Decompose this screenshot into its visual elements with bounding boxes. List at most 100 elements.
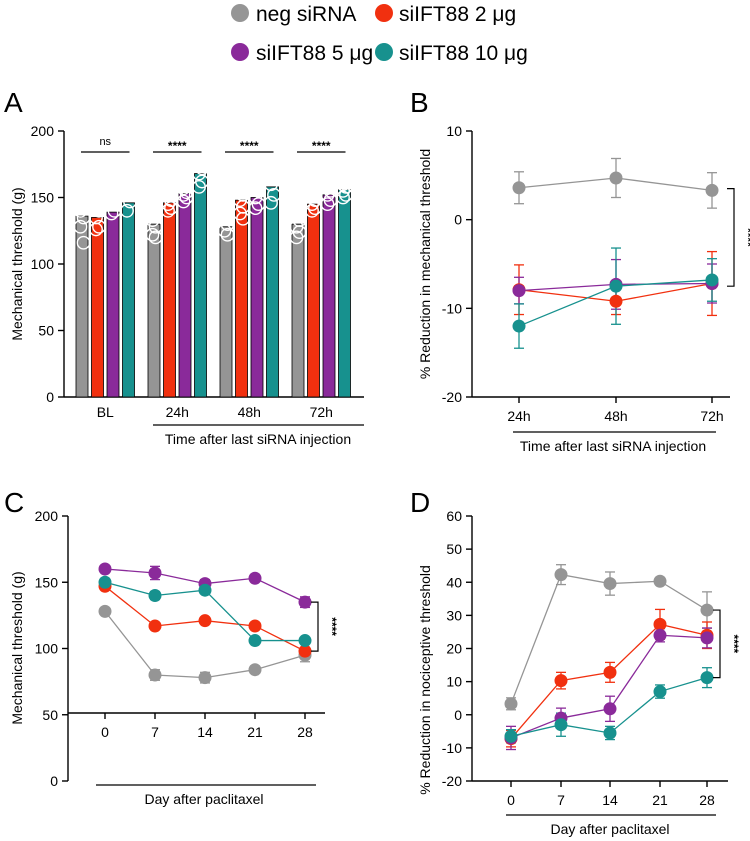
panel-a-bar-s10 xyxy=(194,173,207,398)
panel-c-x-tick-label: 0 xyxy=(101,724,109,740)
panel-d-point-s5 xyxy=(603,702,617,716)
panel-a-point-s10 xyxy=(192,166,206,181)
panel-c-sig-bracket xyxy=(311,601,319,652)
panel-a-xlabel: Time after last siRNA injection xyxy=(165,431,351,447)
panel-a-bar-neg xyxy=(147,223,161,398)
panel-c-xlabel: Day after paclitaxel xyxy=(144,791,263,807)
panel-a-point-s2 xyxy=(161,203,175,218)
panel-c-y-tick-label: 100 xyxy=(35,641,59,657)
panel-c-y-tick-label: 0 xyxy=(50,773,58,789)
panel-c-x-tick-label: 7 xyxy=(151,724,159,740)
panel-a-point-s10 xyxy=(336,190,350,205)
panel-d-point-s2 xyxy=(554,674,568,688)
panel-a-point-neg xyxy=(145,227,160,242)
panel-c-point-s10 xyxy=(248,634,262,648)
panel-a-x-tick-label: 24h xyxy=(166,404,189,420)
panel-d-sig-label: **** xyxy=(727,635,741,654)
panel-a-point-s10 xyxy=(339,187,353,202)
panel-d-x-tick-label: 7 xyxy=(557,792,565,808)
panel-d-point-s10 xyxy=(504,729,518,743)
panel-letter-d: D xyxy=(410,487,430,518)
panel-d-y-tick-label: 20 xyxy=(446,641,462,657)
panel-d-y-tick-label: 50 xyxy=(446,541,462,557)
panel-c-point-s5 xyxy=(248,571,262,585)
panel-a-bar-neg xyxy=(291,223,305,398)
legend-marker-s2 xyxy=(375,4,393,22)
panel-a-point-neg xyxy=(145,213,160,228)
panel-a-bar-s2 xyxy=(235,199,248,398)
panel-letter-a: A xyxy=(4,87,23,118)
panel-a-y-tick-label: 200 xyxy=(31,123,55,139)
panel-d-point-s2 xyxy=(653,617,667,631)
panel-a-point-s5 xyxy=(176,194,191,209)
panel-d-y-tick-label: -20 xyxy=(442,773,462,789)
panel-b-point-s10 xyxy=(512,319,526,333)
panel-d-point-s10 xyxy=(603,726,617,740)
panel-a-y-tick-label: 50 xyxy=(38,323,54,339)
panel-b-y-tick-label: -10 xyxy=(442,300,462,316)
panel-c-point-s10 xyxy=(298,634,312,648)
panel-d-x-tick-label: 28 xyxy=(699,792,715,808)
panel-a-x-tick-label: 72h xyxy=(310,404,333,420)
legend-label-neg: neg siRNA xyxy=(256,3,356,26)
panel-a-point-neg xyxy=(289,183,304,198)
panel-a-bar-s5 xyxy=(178,193,192,398)
panel-c-point-s2 xyxy=(298,644,312,658)
panel-a-point-s5 xyxy=(176,181,191,196)
panel-a-bar-s5 xyxy=(106,211,120,398)
panel-a-point-neg xyxy=(73,219,88,234)
panel-b-x-tick-label: 48h xyxy=(604,408,627,424)
panel-c-y-tick-label: 200 xyxy=(35,508,59,524)
panel-a-point-s2 xyxy=(164,201,178,216)
panel-c-sig-label: **** xyxy=(325,617,339,636)
panel-c-x-tick-label: 28 xyxy=(297,724,313,740)
panel-c-x-tick-label: 21 xyxy=(247,724,263,740)
panel-d-point-s5 xyxy=(653,628,667,642)
panel-a-bar-s10 xyxy=(338,189,351,398)
panel-c-y-tick-label: 150 xyxy=(35,574,59,590)
panel-a-point-s5 xyxy=(104,195,119,210)
panel-c-point-s10 xyxy=(148,589,162,602)
panel-c-x-tick-label: 14 xyxy=(197,724,213,740)
panel-d-point-neg xyxy=(554,568,568,582)
panel-a-point-neg xyxy=(76,235,91,250)
panel-a-point-neg xyxy=(289,230,304,245)
panel-a-point-s2 xyxy=(92,219,106,234)
panel-c-y-tick-label: 50 xyxy=(42,707,58,723)
panel-a-point-s2 xyxy=(305,203,319,218)
panel-a-point-neg xyxy=(217,209,232,224)
panel-a-sig-label: **** xyxy=(240,139,259,153)
panel-a-point-neg xyxy=(220,227,235,242)
panel-a-point-s5 xyxy=(179,190,194,205)
panel-a-point-s2 xyxy=(89,222,103,237)
panel-d-x-tick-label: 14 xyxy=(602,792,618,808)
panel-a-point-s10 xyxy=(264,195,278,210)
panel-b-y-tick-label: 10 xyxy=(446,123,462,139)
panel-c-point-s10 xyxy=(198,583,212,597)
panel-d-x-tick-label: 21 xyxy=(652,792,668,808)
panel-d-sig-bracket xyxy=(713,609,721,679)
panel-a-point-neg xyxy=(73,190,88,205)
panel-b-x-tick-label: 72h xyxy=(700,408,723,424)
panel-c-point-neg xyxy=(198,671,212,685)
panel-c-point-s2 xyxy=(248,619,262,633)
panel-a-bar-s2 xyxy=(91,217,104,398)
panel-a-point-s5 xyxy=(251,183,266,198)
panel-a-bar-s2 xyxy=(163,202,176,398)
panel-b-y-tick-label: -20 xyxy=(442,389,462,405)
panel-a-y-tick-label: 150 xyxy=(31,190,55,206)
panel-a-y-tick-label: 100 xyxy=(31,256,55,272)
panel-a-point-s2 xyxy=(305,197,319,212)
panel-a-bar-s2 xyxy=(307,203,320,398)
panel-c-point-s5 xyxy=(98,562,112,576)
panel-a-point-s10 xyxy=(264,177,278,192)
panel-d-y-tick-label: 60 xyxy=(446,508,462,524)
panel-a-sig-label: ns xyxy=(99,136,111,148)
panel-d-series-line-neg xyxy=(510,573,708,705)
panel-a-bar-s5 xyxy=(322,194,336,398)
panel-c-point-neg xyxy=(248,663,262,677)
panel-b-sig-label: **** xyxy=(741,228,750,247)
panel-d-y-tick-label: -10 xyxy=(442,740,462,756)
legend-marker-s5 xyxy=(231,43,249,61)
panel-b-point-s10 xyxy=(705,273,719,287)
